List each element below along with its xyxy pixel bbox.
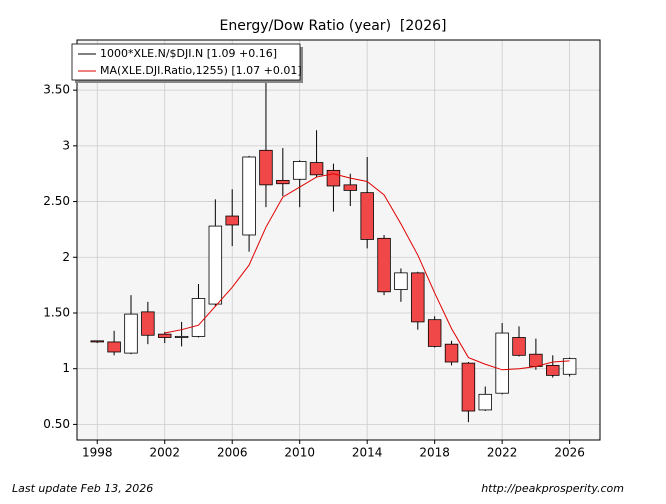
candle-body [461,362,476,412]
candle-body [208,225,223,305]
candle-body [444,343,459,363]
candle-body [377,237,391,293]
candle-body [158,333,172,338]
plot-area [77,40,600,440]
x-tick-label: 2014 [352,446,383,460]
footer-right: http://peakprosperity.com [481,482,624,495]
y-tick-label: 3.50 [43,83,70,97]
ma-line [164,173,570,371]
candle-body [141,311,155,336]
y-tick-label: 0.50 [43,417,70,431]
x-tick-label: 2006 [217,446,248,460]
y-tick-label: 1 [62,361,70,375]
candle-body [174,335,189,338]
x-tick-label: 2026 [554,446,585,460]
candle-body [411,272,425,323]
candle-body [427,319,442,347]
candle-body [512,337,526,356]
footer-left: Last update Feb 13, 2026 [12,482,153,495]
candle-body [191,298,206,337]
candle-body [259,149,273,186]
x-tick-label: 2018 [419,446,450,460]
legend-label: MA(XLE.DJI.Ratio,1255) [1.07 +0.01] [100,64,302,77]
y-tick-label: 1.50 [43,305,70,319]
candle-body [529,353,543,367]
candle-body [326,169,341,187]
candle-body [562,358,577,375]
x-tick-label: 2002 [149,446,180,460]
candle-body [90,340,104,343]
candle-body [292,161,307,180]
x-tick-label: 2010 [284,446,315,460]
candle-body [107,341,121,353]
candle-body [276,179,290,185]
plot-frame [76,39,601,441]
x-tick-label: 2022 [487,446,518,460]
candle-body [242,156,256,236]
x-tick-label: 1998 [82,446,113,460]
chart-title: Energy/Dow Ratio (year) [2026] [220,18,447,34]
candle-body [225,215,239,226]
candle-body [478,393,493,411]
legend-box [71,43,301,81]
legend-label: 1000*XLE.N/$DJI.N [1.09 +0.16] [100,47,277,60]
candle-body [546,364,560,376]
candle-body [343,184,358,191]
candle-body [309,162,324,176]
y-tick-label: 2 [62,250,70,264]
candle-body [495,332,509,394]
candle-body [360,192,374,240]
candle-body [394,272,408,290]
candle-body [124,313,138,354]
y-tick-label: 3 [62,138,70,152]
y-tick-label: 2.50 [43,194,70,208]
